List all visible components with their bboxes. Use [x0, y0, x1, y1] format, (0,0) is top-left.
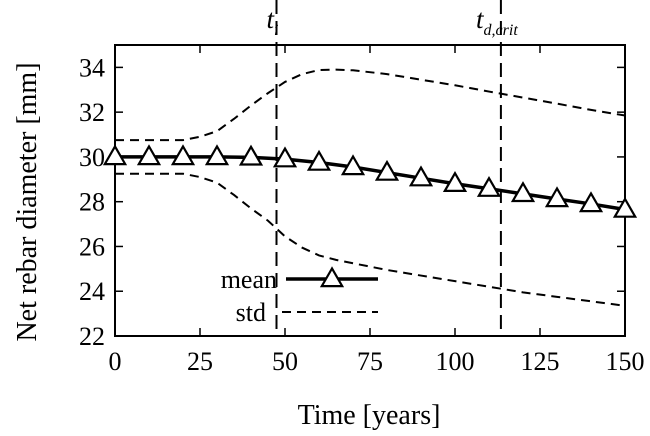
- series-line-0: [115, 155, 626, 212]
- y-tick-label: 32: [79, 98, 105, 127]
- data-point-mean: [476, 176, 502, 197]
- data-point-mean: [170, 144, 196, 166]
- reference-line-label: ti: [267, 4, 279, 39]
- plot-area: 0 25 50 75 100 125 150 22 24 26 28 30 32 34 ti td,crit m…: [79, 0, 645, 376]
- series-line-1: [115, 68, 626, 142]
- data-point-mean: [102, 144, 128, 166]
- data-point-mean: [204, 144, 230, 166]
- x-tick-label: 125: [521, 347, 560, 376]
- x-tick-label: 150: [606, 347, 645, 376]
- reference-line-label: td,crit: [476, 4, 518, 39]
- y-tick-label: 24: [79, 277, 105, 306]
- data-point-mean: [238, 144, 264, 166]
- x-tick-label: 0: [109, 347, 122, 376]
- legend-label-std: std: [236, 298, 266, 327]
- data-point-mean: [136, 144, 162, 166]
- data-point-mean: [272, 146, 298, 168]
- data-point-mean: [442, 170, 468, 192]
- data-point-mean: [544, 186, 570, 208]
- data-point-mean: [612, 196, 638, 218]
- y-tick-label: 22: [79, 322, 105, 351]
- data-point-mean: [578, 191, 604, 213]
- data-point-mean: [374, 159, 400, 181]
- legend-marker-mean: [319, 266, 345, 288]
- x-tick-label: 25: [187, 347, 213, 376]
- data-point-mean: [408, 165, 434, 187]
- series-line-2: [115, 172, 626, 307]
- data-point-mean: [510, 181, 536, 203]
- plot-frame: [114, 44, 626, 337]
- y-tick-label: 30: [79, 143, 105, 172]
- data-point-mean: [306, 149, 332, 171]
- legend-label-mean: mean: [221, 265, 277, 294]
- x-tick-label: 100: [436, 347, 475, 376]
- x-axis-title: Time [years]: [298, 400, 441, 431]
- y-tick-label: 28: [79, 188, 105, 217]
- y-tick-label: 26: [79, 232, 105, 261]
- x-tick-label: 50: [272, 347, 298, 376]
- y-axis-title: Net rebar diameter [mm]: [12, 62, 43, 341]
- data-point-mean: [340, 154, 366, 176]
- y-tick-label: 34: [79, 53, 105, 82]
- x-tick-label: 75: [357, 347, 383, 376]
